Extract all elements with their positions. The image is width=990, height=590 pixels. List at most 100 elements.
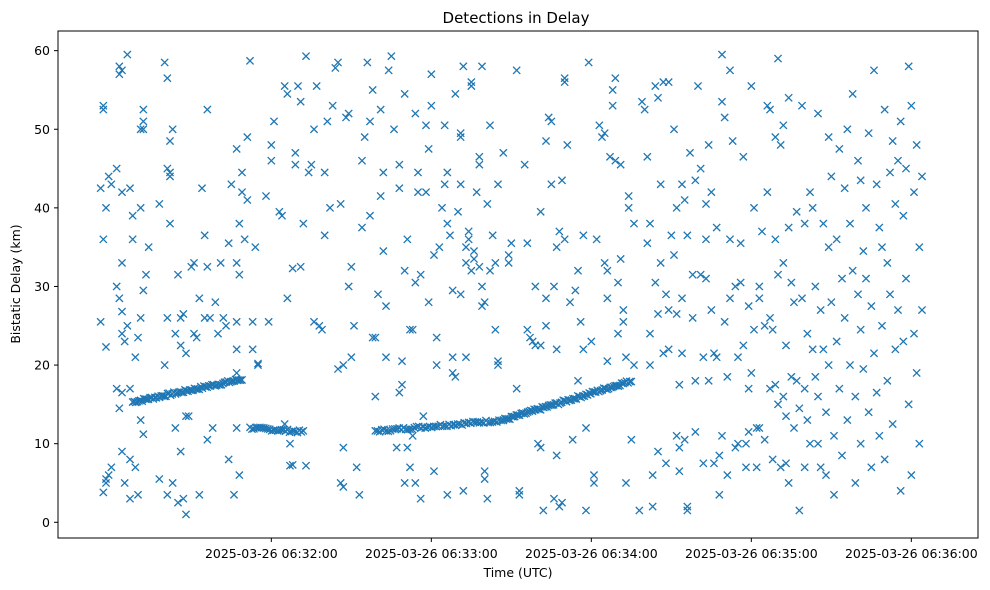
data-point <box>787 278 796 287</box>
data-point <box>379 247 388 256</box>
data-point <box>475 152 484 161</box>
data-point <box>267 156 276 165</box>
data-point <box>859 247 868 256</box>
data-point <box>160 58 169 67</box>
data-point <box>416 494 425 503</box>
data-point <box>280 419 289 429</box>
data-point <box>408 431 417 440</box>
data-point <box>541 321 551 330</box>
data-point <box>443 219 452 228</box>
data-point <box>723 471 732 480</box>
data-point <box>235 471 244 480</box>
data-point <box>661 290 671 299</box>
data-point <box>651 81 660 91</box>
data-point <box>339 361 348 370</box>
data-point <box>304 168 313 177</box>
data-point <box>309 317 319 326</box>
data-point <box>141 395 150 404</box>
data-point <box>432 361 441 370</box>
x-axis: 2025-03-26 06:32:00 2025-03-26 06:33:00 20… <box>205 538 978 561</box>
data-point <box>867 302 876 311</box>
data-point <box>792 207 801 216</box>
data-point <box>912 140 921 150</box>
data-point <box>251 243 260 252</box>
data-point <box>789 423 799 433</box>
data-point <box>163 490 172 499</box>
data-point <box>203 435 212 444</box>
data-point <box>557 498 567 507</box>
data-point <box>480 467 489 476</box>
data-point <box>456 133 465 142</box>
data-point <box>627 435 636 444</box>
data-point <box>448 286 457 295</box>
data-point <box>725 66 735 75</box>
data-point <box>891 199 900 208</box>
y-axis-label: Bistatic Delay (km) <box>8 224 23 343</box>
data-point <box>243 133 252 142</box>
data-point <box>480 474 489 484</box>
data-point <box>904 62 913 71</box>
data-point <box>784 223 793 232</box>
data-point <box>731 282 740 291</box>
data-point <box>624 203 633 212</box>
data-point <box>523 239 532 248</box>
data-point <box>848 89 857 98</box>
data-point <box>611 74 620 83</box>
data-point <box>744 427 753 436</box>
data-point <box>141 270 151 279</box>
data-point <box>413 188 423 197</box>
data-point <box>403 235 412 244</box>
data-point <box>843 416 852 425</box>
data-point <box>763 101 772 110</box>
data-point <box>288 264 297 273</box>
data-point <box>760 321 769 330</box>
data-point <box>363 58 372 67</box>
data-point <box>493 361 503 370</box>
data-point <box>224 455 233 464</box>
data-point <box>712 353 721 362</box>
data-point <box>125 184 135 193</box>
data-point <box>392 443 401 452</box>
data-point <box>176 313 185 322</box>
data-point <box>176 447 185 456</box>
data-point <box>547 117 556 126</box>
data-point <box>688 270 697 279</box>
data-point <box>565 298 575 307</box>
data-point <box>664 305 673 315</box>
data-point <box>443 490 452 499</box>
data-point <box>707 305 716 315</box>
data-point <box>613 329 623 338</box>
data-point <box>520 160 529 169</box>
data-point <box>125 494 135 503</box>
data-point <box>403 443 412 452</box>
data-point <box>872 180 881 189</box>
data-point <box>781 459 791 468</box>
data-point <box>507 412 516 421</box>
data-point <box>297 427 306 436</box>
data-point <box>128 235 137 244</box>
data-point <box>373 290 383 299</box>
data-point <box>533 439 543 448</box>
data-point <box>413 168 423 177</box>
data-point <box>699 459 708 468</box>
data-point <box>117 307 127 316</box>
data-point <box>707 188 716 197</box>
data-point <box>795 404 804 413</box>
data-point <box>808 345 817 354</box>
data-point <box>408 325 417 334</box>
y-tick-label: 0 <box>42 515 50 530</box>
data-point <box>541 294 551 303</box>
data-point <box>784 478 793 488</box>
data-point <box>168 125 177 134</box>
data-point <box>421 423 430 433</box>
data-point <box>101 203 111 212</box>
data-point <box>125 384 135 393</box>
data-point <box>808 203 817 212</box>
data-point <box>739 341 748 350</box>
data-point <box>115 404 124 413</box>
data-point <box>805 439 815 448</box>
data-point <box>765 384 775 393</box>
data-point <box>653 447 663 456</box>
data-point <box>715 490 724 499</box>
data-point <box>131 353 140 362</box>
